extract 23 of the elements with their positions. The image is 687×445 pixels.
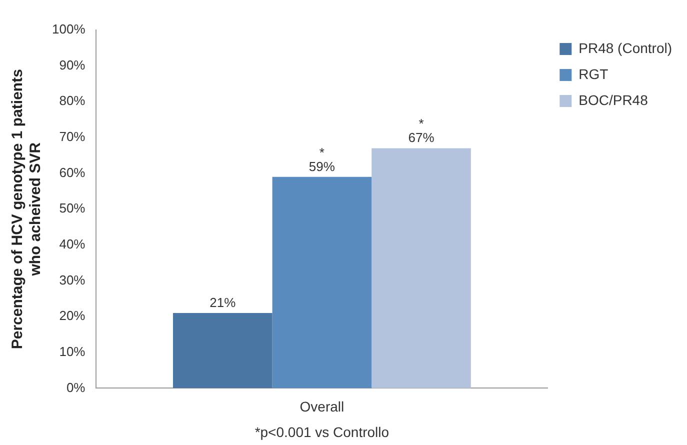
y-tick-label: 60% bbox=[59, 164, 86, 180]
legend-label: PR48 (Control) bbox=[578, 40, 672, 56]
y-axis-title: Percentage of HCV genotype 1 patients who acheived SVR bbox=[9, 69, 44, 350]
legend-label: RGT bbox=[578, 66, 609, 82]
bar bbox=[272, 176, 372, 388]
data-label: * 67% bbox=[408, 116, 435, 146]
data-label: * 59% bbox=[308, 144, 336, 174]
y-tick-label: 100% bbox=[52, 22, 86, 37]
data-label: 21% bbox=[210, 294, 236, 310]
text: *p<0.001 vs Controllo bbox=[254, 424, 390, 440]
bar bbox=[172, 312, 272, 388]
y-tick-label: 40% bbox=[59, 236, 86, 252]
x-tick-label: Overall bbox=[300, 398, 344, 414]
bar bbox=[372, 148, 471, 388]
y-tick-label: 10% bbox=[59, 344, 86, 359]
y-tick-label: 0% bbox=[66, 380, 86, 395]
y-tick-label: 50% bbox=[59, 200, 86, 216]
y-tick-label: 20% bbox=[59, 308, 86, 324]
y-tick-label: 30% bbox=[59, 272, 86, 288]
y-tick-label: 70% bbox=[59, 129, 86, 144]
y-tick-label: 80% bbox=[59, 93, 86, 108]
legend-label: BOC/PR48 bbox=[578, 92, 648, 108]
y-tick-label: 90% bbox=[59, 57, 86, 72]
